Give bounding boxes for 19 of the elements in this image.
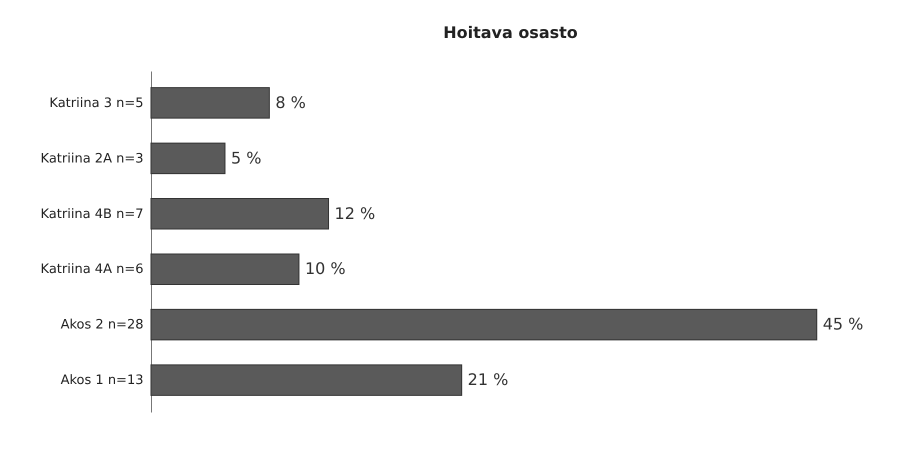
chart-title: Hoitava osasto: [443, 23, 578, 42]
bar: [150, 253, 300, 285]
y-tick-label: Akos 1 n=13: [60, 373, 144, 388]
bar: [150, 87, 270, 119]
y-tick-label: Katriina 4A n=6: [40, 262, 144, 278]
y-tick-label: Katriina 3 n=5: [49, 96, 144, 111]
bar: [150, 308, 818, 340]
data-label: 21 %: [468, 370, 508, 390]
bar: [150, 142, 226, 174]
data-label: 5 %: [230, 148, 262, 168]
data-label: 10 %: [304, 259, 346, 278]
data-label: 8 %: [275, 92, 306, 112]
bar: [150, 364, 462, 396]
y-tick-label: Katriina 2A n=3: [40, 151, 144, 166]
y-tick-label: Katriina 4B n=7: [40, 206, 144, 222]
bar: [150, 198, 330, 230]
data-label: 45 %: [822, 314, 864, 334]
data-label: 12 %: [334, 204, 376, 223]
y-tick-label: Akos 2 n=28: [60, 318, 144, 333]
